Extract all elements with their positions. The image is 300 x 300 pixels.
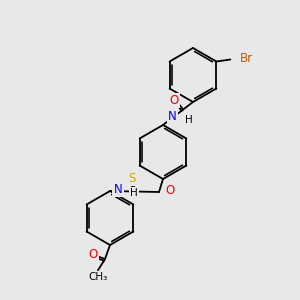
Text: N: N [114, 183, 122, 196]
Text: O: O [169, 94, 178, 107]
Text: S: S [129, 172, 136, 185]
Text: H: H [185, 115, 193, 125]
Text: CH₃: CH₃ [88, 272, 108, 282]
Text: N: N [168, 110, 177, 123]
Text: Br: Br [239, 52, 253, 65]
Text: O: O [88, 248, 98, 261]
Text: H: H [130, 188, 138, 198]
Text: O: O [165, 184, 174, 196]
